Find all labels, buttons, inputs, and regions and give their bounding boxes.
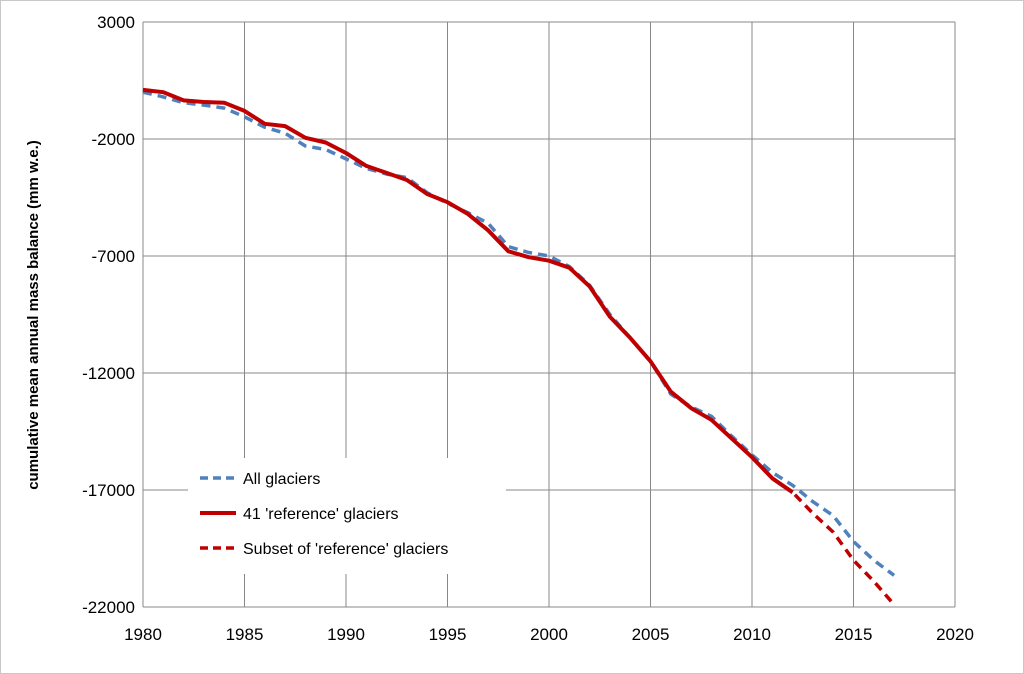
series-line-1 [142,87,794,494]
legend-label-2: Subset of 'reference' glaciers [243,541,448,558]
x-tick-label: 2005 [632,625,670,644]
y-tick-label: -22000 [82,598,135,617]
legend-label-1: 41 'reference' glaciers [243,506,399,523]
y-tick-label: -17000 [82,481,135,500]
y-tick-label: -12000 [82,364,135,383]
x-tick-label: 1995 [429,625,467,644]
x-tick-label: 1980 [124,625,162,644]
x-tick-label: 2010 [733,625,771,644]
legend: All glaciers 41 'reference' glaciers Subse… [188,458,506,574]
x-tick-label: 2015 [835,625,873,644]
y-tick-label: -2000 [92,130,135,149]
series-line-0 [142,90,896,577]
x-tick-label: 2020 [936,625,974,644]
legend-label-0: All glaciers [243,471,320,488]
axes: 1980 1985 1990 1995 2000 2005 2010 2015 2020 3000… [82,13,974,644]
x-tick-label: 1985 [226,625,264,644]
legend-box [188,458,506,574]
x-tick-label: 1990 [327,625,365,644]
y-tick-label: 3000 [97,13,135,32]
y-axis-title: cumulative mean annual mass balance (mm … [25,140,42,490]
y-tick-label: -7000 [92,247,135,266]
x-tick-label: 2000 [530,625,568,644]
series-lines [142,87,896,606]
